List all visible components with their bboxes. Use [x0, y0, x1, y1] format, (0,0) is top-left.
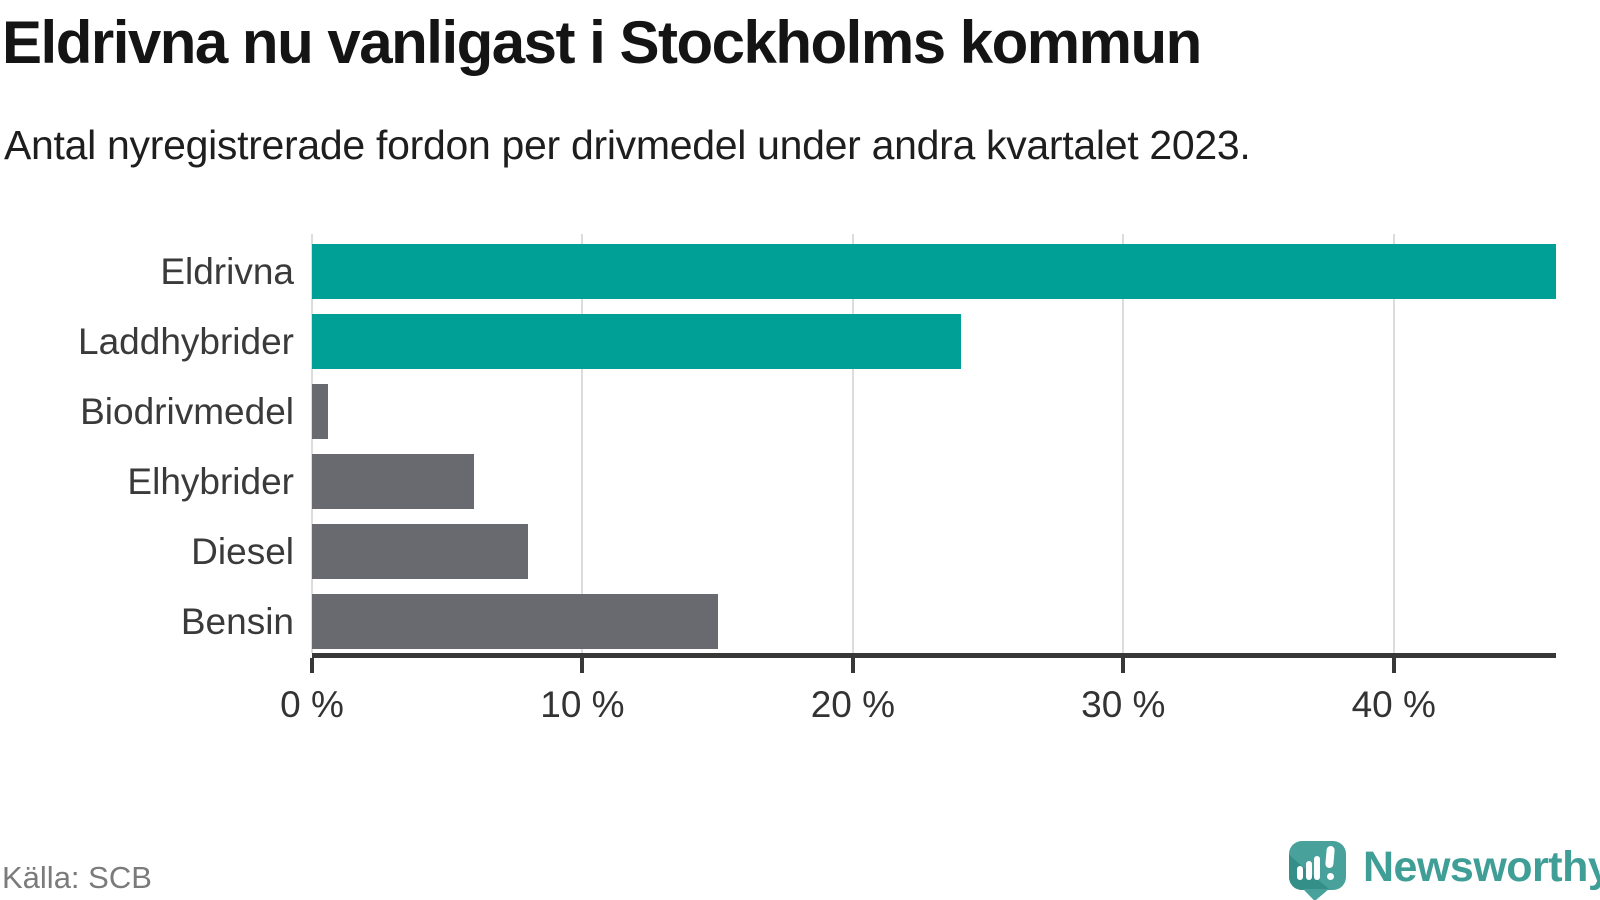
gridline-30 [1122, 234, 1125, 653]
x-tick-20 [850, 658, 855, 673]
x-axis-line [312, 653, 1556, 658]
bar-diesel [312, 524, 529, 579]
gridline-10 [581, 234, 584, 653]
x-tick-label-20: 20 % [810, 684, 896, 725]
logo-bar-3 [1314, 856, 1320, 880]
logo-bubble-icon [1289, 841, 1346, 890]
category-label-elhybrider: Elhybrider [127, 461, 294, 502]
logo-bar-2 [1305, 861, 1312, 880]
gridline-0 [311, 234, 313, 653]
gridline-40 [1392, 234, 1395, 653]
x-tick-40 [1391, 658, 1396, 673]
category-label-diesel: Diesel [191, 531, 294, 572]
x-tick-label-0: 0 % [280, 684, 344, 725]
bar-eldrivna [312, 244, 1556, 299]
x-tick-label-40: 40 % [1351, 684, 1436, 725]
logo-exclamation-dot [1327, 873, 1334, 880]
chart-title: Eldrivna nu vanligast i Stockholms kommu… [2, 9, 1202, 76]
bar-laddhybrider [312, 314, 962, 369]
x-tick-label-10: 10 % [540, 684, 625, 725]
chart-subtitle: Antal nyregistrerade fordon per drivmede… [4, 122, 1251, 168]
category-label-eldrivna: Eldrivna [160, 251, 294, 292]
x-tick-0 [310, 658, 314, 673]
x-tick-30 [1121, 658, 1126, 673]
logo-bar-1 [1297, 866, 1303, 880]
category-label-bensin: Bensin [180, 601, 294, 642]
category-label-laddhybrider: Laddhybrider [78, 321, 294, 362]
bar-elhybrider [312, 454, 475, 509]
gridline-20 [851, 234, 854, 653]
bar-bensin [312, 594, 718, 649]
x-tick-label-30: 30 % [1081, 684, 1166, 725]
category-label-biodrivmedel: Biodrivmedel [80, 391, 294, 432]
brand-text: Newsworthy [1363, 843, 1600, 891]
logo-exclamation-bar [1325, 845, 1335, 869]
x-tick-10 [580, 658, 585, 673]
bar-biodrivmedel [312, 384, 329, 439]
logo-tail-icon [1303, 889, 1329, 900]
plot-area: Eldrivna Laddhybrider Biodrivmedel Elhybrid… [78, 234, 1556, 725]
source-text: Källa: SCB [2, 860, 152, 895]
